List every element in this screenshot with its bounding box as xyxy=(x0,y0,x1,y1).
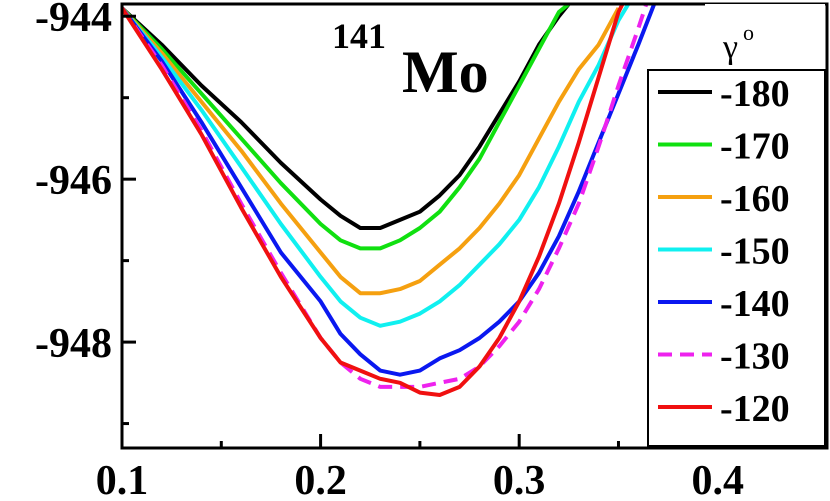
x-tick-label: 0.2 xyxy=(294,458,347,501)
legend-label: -170 xyxy=(720,126,790,168)
legend: -180 -170 -160 -150 -140 -130 -120 xyxy=(647,69,826,447)
legend-title-superscript: o xyxy=(743,20,754,45)
x-tick-label: 0.1 xyxy=(96,458,149,501)
y-tick-label: -948 xyxy=(35,321,112,367)
legend-label: -140 xyxy=(720,283,790,325)
x-tick-label: 0.4 xyxy=(692,458,745,501)
ticks-layer: 0.1 0.2 0.3 0.4 -944 -946 -948 xyxy=(35,0,819,501)
series-line-minus-140 xyxy=(122,4,657,377)
series-line-minus-130 xyxy=(122,4,649,389)
legend-title: γ xyxy=(722,29,738,66)
y-tick-label: -944 xyxy=(35,0,112,41)
legend-label: -150 xyxy=(720,231,790,273)
series-line-minus-160 xyxy=(122,6,621,296)
legend-label: -130 xyxy=(720,336,790,378)
legend-title-box: γ o xyxy=(705,4,825,68)
series-layer xyxy=(122,4,657,397)
legend-label: -120 xyxy=(720,388,790,430)
legend-label: -160 xyxy=(720,178,790,220)
x-tick-label: 0.3 xyxy=(493,458,546,501)
y-tick-label: -946 xyxy=(35,158,112,204)
legend-box xyxy=(647,69,826,447)
series-line-minus-120 xyxy=(122,4,625,397)
annotation-mass-number: 141 xyxy=(332,16,386,56)
plot-frame xyxy=(120,2,829,450)
series-line-minus-150 xyxy=(122,4,631,328)
legend-label: -180 xyxy=(720,73,790,115)
series-line-minus-170 xyxy=(122,4,571,251)
annotation-element: Mo xyxy=(402,39,489,105)
